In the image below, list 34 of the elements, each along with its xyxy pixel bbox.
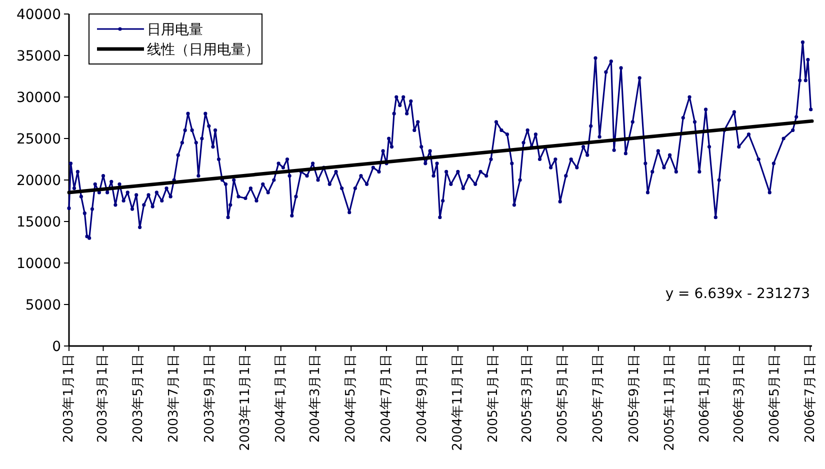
y-tick-label: 30000 [16, 90, 61, 106]
y-tick-label: 35000 [16, 48, 61, 64]
x-tick-label: 2003年3月1日 [96, 354, 111, 443]
x-tick-label: 2003年1月1日 [62, 354, 76, 443]
y-tick-label: 15000 [16, 214, 61, 230]
x-tick-label: 2006年1月1日 [698, 354, 713, 443]
x-tick-label: 2004年1月1日 [273, 354, 288, 443]
x-tick-label: 2005年3月1日 [520, 354, 536, 443]
x-tick-label: 2005年7月1日 [590, 354, 606, 443]
x-tick-label: 2003年5月1日 [131, 354, 146, 443]
y-tick-label: 10000 [16, 256, 61, 272]
x-tick-label: 2005年1月1日 [486, 354, 501, 443]
y-tick-label: 5000 [25, 298, 61, 314]
x-tick-label: 2006年5月1日 [767, 354, 782, 443]
x-tick-label: 2004年11月1日 [450, 354, 466, 451]
x-tick-label: 2006年7月1日 [802, 354, 818, 443]
x-tick-label: 2006年3月1日 [732, 354, 747, 443]
x-tick-label: 2003年7月1日 [166, 354, 182, 443]
x-tick-label: 2005年5月1日 [555, 354, 570, 443]
x-tick-label: 2004年5月1日 [344, 354, 359, 443]
x-tick-label: 2004年7月1日 [379, 354, 394, 443]
legend-label: 线性（日用电量） [147, 42, 259, 58]
x-tick-label: 2003年11月1日 [238, 354, 253, 451]
y-tick-label: 20000 [16, 173, 61, 189]
x-tick-label: 2003年9月1日 [202, 354, 218, 443]
legend-label: 日用电量 [147, 22, 203, 38]
y-tick-label: 40000 [16, 7, 61, 23]
x-tick-label: 2004年3月1日 [308, 354, 324, 443]
x-tick-label: 2005年9月1日 [626, 354, 642, 443]
x-tick-label: 2004年9月1日 [415, 354, 430, 443]
x-tick-label: 2005年11月1日 [662, 354, 678, 451]
annotation: y = 6.639x - 231273 [665, 286, 810, 302]
y-tick-label: 25000 [16, 132, 61, 148]
y-tick-label: 0 [52, 339, 61, 355]
